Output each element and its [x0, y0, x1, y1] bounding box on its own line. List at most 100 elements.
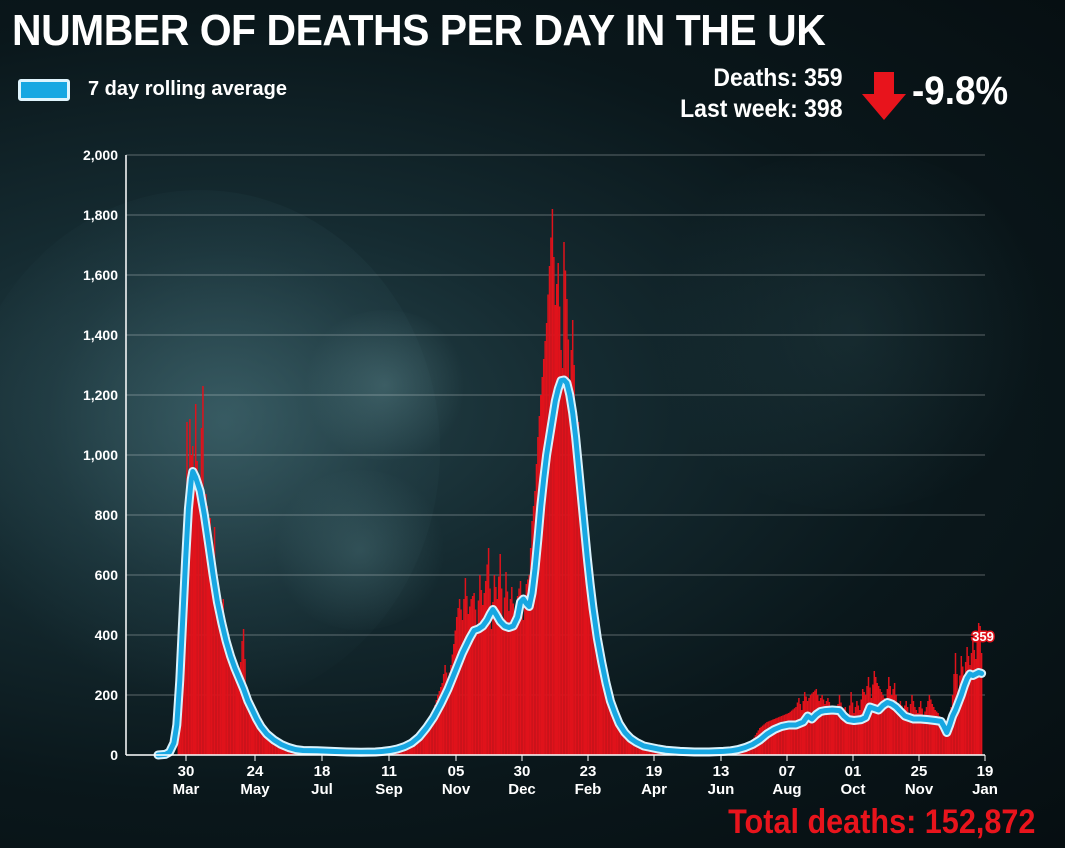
daily-deaths-bar [261, 725, 264, 755]
daily-deaths-bar [553, 257, 555, 755]
daily-deaths-bar [824, 704, 826, 755]
daily-deaths-bar [537, 437, 539, 755]
daily-deaths-bar [279, 743, 281, 755]
daily-deaths-bar [480, 590, 483, 755]
y-tick-label: 600 [95, 567, 119, 583]
stats-box: Deaths: 359 Last week: 398 [681, 63, 843, 125]
daily-deaths-bar [426, 719, 429, 755]
daily-deaths-bar [454, 630, 456, 755]
daily-deaths-bar [941, 725, 944, 755]
y-tick-label: 2,000 [83, 147, 118, 163]
daily-deaths-bar [898, 704, 900, 755]
daily-deaths-bar [464, 578, 467, 755]
daily-deaths-bar [838, 695, 841, 755]
daily-deaths-bar [922, 716, 925, 755]
x-tick-month: May [240, 781, 270, 798]
daily-deaths-bar [434, 705, 436, 755]
daily-deaths-bar [925, 707, 928, 755]
chart-axes: 30Mar24May18Jul11Sep05Nov30Dec23Feb19Apr… [125, 155, 998, 798]
daily-deaths-bar [248, 701, 251, 755]
daily-deaths-bar [946, 737, 948, 755]
daily-deaths-bar [825, 701, 828, 755]
daily-deaths-bar [541, 377, 543, 755]
daily-deaths-bar [843, 708, 845, 755]
daily-deaths-bar [980, 653, 983, 755]
daily-deaths-bar [769, 720, 771, 755]
daily-deaths-bar [503, 597, 506, 755]
daily-deaths-bar [228, 650, 230, 755]
daily-deaths-bar [210, 575, 213, 755]
daily-deaths-bar [783, 714, 786, 755]
daily-deaths-bar [499, 554, 501, 755]
daily-deaths-bar [595, 617, 597, 755]
daily-deaths-bar [818, 701, 820, 755]
daily-deaths-bar [466, 596, 468, 755]
daily-deaths-bar [605, 693, 607, 755]
daily-deaths-bar [484, 581, 487, 755]
daily-deaths-bar [193, 473, 195, 755]
daily-deaths-bar [621, 731, 623, 755]
daily-deaths-bar [221, 620, 223, 755]
daily-deaths-bar [793, 708, 796, 755]
y-tick-label: 400 [95, 627, 119, 643]
daily-deaths-bar [948, 719, 951, 755]
daily-deaths-bar [860, 699, 862, 755]
daily-deaths-bar [819, 698, 822, 755]
daily-deaths-bar [859, 710, 861, 755]
x-tick-day: 30 [178, 763, 195, 780]
daily-deaths-bar [608, 706, 610, 755]
daily-deaths-bar [509, 599, 512, 755]
daily-deaths-bar [557, 263, 559, 755]
daily-deaths-bar [587, 560, 590, 755]
daily-deaths-bar [538, 416, 541, 755]
daily-deaths-bar [638, 742, 641, 755]
daily-deaths-bar [453, 644, 455, 755]
daily-deaths-bar [614, 722, 616, 755]
x-tick-month: Jun [708, 781, 735, 798]
daily-deaths-bar [877, 686, 880, 755]
virus-background-spike [300, 310, 470, 460]
daily-deaths-bar [790, 710, 793, 755]
daily-deaths-bar [863, 692, 865, 755]
daily-deaths-bar [880, 692, 883, 755]
daily-deaths-bar [280, 743, 282, 755]
y-tick-label: 800 [95, 507, 119, 523]
daily-deaths-bar [448, 672, 451, 755]
daily-deaths-bar [970, 653, 973, 755]
daily-deaths-bar [511, 587, 513, 755]
daily-deaths-bar [495, 587, 497, 755]
daily-deaths-bar [450, 665, 452, 755]
daily-deaths-bar [473, 593, 475, 755]
daily-deaths-bar [451, 654, 454, 755]
daily-deaths-bar [872, 684, 874, 755]
daily-deaths-bar [496, 599, 499, 755]
daily-deaths-bar [500, 588, 503, 755]
daily-deaths-bar [943, 731, 945, 755]
y-tick-label: 200 [95, 687, 119, 703]
daily-deaths-bar [455, 617, 458, 755]
daily-deaths-bar [226, 644, 229, 755]
daily-deaths-bar [776, 717, 778, 755]
daily-deaths-bar [554, 305, 557, 755]
daily-deaths-bar [209, 518, 211, 755]
daily-deaths-bar [483, 593, 485, 755]
daily-deaths-bar [502, 623, 504, 755]
daily-deaths-bar [902, 710, 905, 755]
daily-deaths-bar [844, 707, 847, 755]
daily-deaths-bar [830, 706, 832, 755]
daily-deaths-bar [547, 294, 549, 755]
daily-deaths-bar [219, 612, 222, 755]
daily-deaths-bar [611, 715, 613, 755]
daily-deaths-bar [854, 707, 857, 755]
daily-deaths-bar [937, 713, 939, 755]
daily-deaths-bar [947, 728, 949, 755]
daily-deaths-bar [428, 717, 430, 755]
daily-deaths-bar [498, 576, 500, 755]
daily-deaths-bar [908, 713, 910, 755]
daily-deaths-bar [927, 701, 929, 755]
daily-deaths-bar [527, 579, 529, 755]
daily-deaths-bar [598, 647, 600, 755]
daily-deaths-bar [197, 482, 200, 755]
daily-deaths-bar [905, 701, 907, 755]
daily-deaths-bar [474, 609, 477, 755]
